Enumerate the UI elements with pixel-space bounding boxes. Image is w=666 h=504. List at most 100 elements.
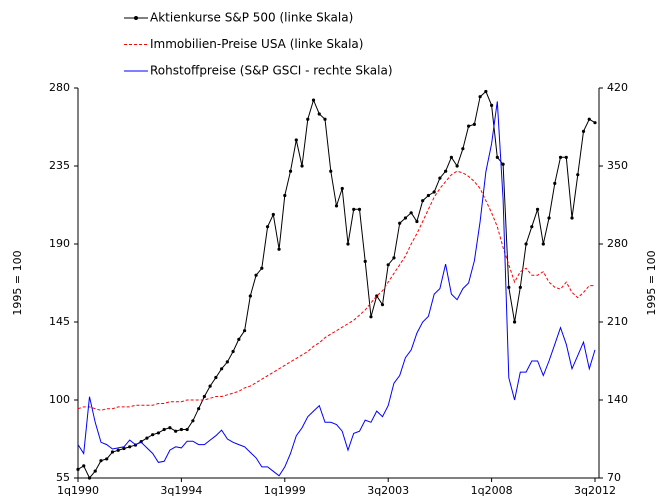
point [558,155,563,159]
point [369,315,373,319]
point [444,169,448,173]
point [518,285,522,289]
y-tick-label: 55 [56,471,70,484]
y-tick-label: 145 [49,315,70,328]
point [507,285,511,289]
point [472,122,476,126]
point [128,445,132,449]
y2-tick-label: 140 [607,393,628,406]
point [260,266,264,270]
point [415,219,419,224]
point [386,263,390,267]
point [202,394,206,399]
point [478,95,482,99]
y2-tick-label: 420 [607,81,628,94]
point [564,155,568,159]
point [185,427,189,432]
point [449,155,453,159]
point [593,121,597,125]
point [174,429,178,433]
x-tick-label: 1q1990 [57,484,99,497]
point [535,207,540,211]
point [490,103,494,107]
point [214,375,218,380]
point [576,173,580,177]
legend-marker [134,16,138,20]
point [484,89,488,94]
point [306,117,310,121]
point [421,199,425,203]
point [300,164,304,168]
point [76,467,80,471]
point [392,256,396,260]
point [570,216,574,220]
point [334,204,339,208]
point [116,448,120,452]
y-axis-label: 1995 = 100 [11,250,24,315]
point [467,124,471,128]
point [403,216,408,220]
series-line [77,101,596,477]
point [380,303,385,307]
point [455,164,459,168]
x-tick-label: 3q1994 [160,484,202,497]
y2-tick-label: 210 [607,315,628,328]
y-tick-label: 100 [49,393,70,406]
point [254,273,258,277]
point [93,469,97,473]
x-tick-label: 1q2008 [471,484,513,497]
series-line [77,90,596,479]
point [99,459,103,463]
y-tick-label: 235 [49,159,70,172]
point [151,433,155,437]
point [265,225,270,229]
point [231,349,235,354]
point [162,427,166,432]
point [461,147,465,151]
point [340,186,344,191]
point [524,242,528,246]
point [277,247,281,251]
point [426,193,431,198]
y2-tick-label: 70 [607,471,621,484]
point [237,337,241,341]
point [581,129,586,133]
point [352,207,356,211]
point [294,138,298,142]
point [323,117,327,121]
point [501,162,505,166]
point [409,211,413,215]
point [208,384,212,388]
point [248,294,252,298]
point [179,427,183,432]
point [122,446,126,451]
y2-axis-label: 1995 = 100 [645,250,658,315]
point [495,155,499,159]
point [145,436,149,440]
x-tick-label: 1q1999 [264,484,306,497]
point [168,426,172,430]
point [329,169,333,173]
point [197,407,201,411]
point [110,450,115,454]
point [317,112,321,116]
point [541,242,545,246]
point [156,431,161,435]
y-tick-label: 280 [49,81,70,94]
point [288,169,293,173]
point [283,193,287,198]
point [87,476,92,480]
point [271,212,275,217]
point [530,225,534,229]
point [311,98,316,102]
point [553,181,557,185]
point [357,207,362,211]
point [363,259,367,263]
y2-tick-label: 350 [607,159,628,172]
point [398,221,402,225]
point [512,320,517,324]
x-tick-label: 3q2003 [367,484,409,497]
legend-label: Aktienkurse S&P 500 (linke Skala) [150,11,353,25]
legend-label: Immobilien-Preise USA (linke Skala) [150,37,363,51]
